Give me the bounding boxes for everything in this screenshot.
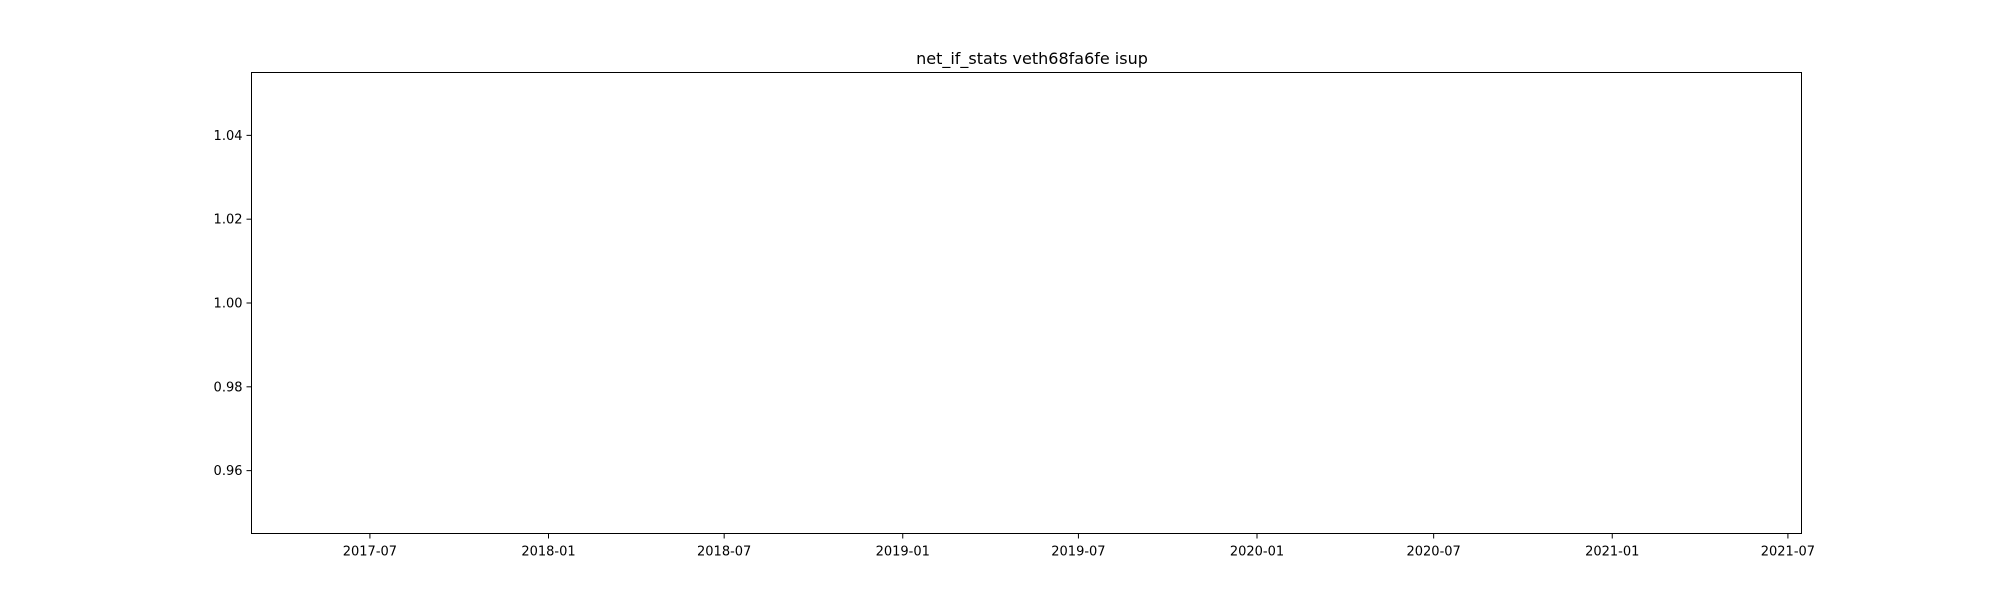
y-axis: 0.96 0.98 1.00 1.02 1.04: [214, 129, 252, 479]
x-tick-label: 2020-07: [1406, 545, 1460, 560]
x-tick-label: 2019-07: [1051, 545, 1105, 560]
x-tick-label: 2018-01: [521, 545, 575, 560]
y-tick-label: 1.04: [214, 129, 243, 144]
x-tick-label: 2018-07: [697, 545, 751, 560]
plot-area: [251, 72, 1802, 534]
x-axis: 2017-07 2018-01 2018-07 2019-01 2019-07 2020-…: [343, 533, 1815, 560]
x-tick-label: 2019-01: [876, 545, 930, 560]
x-tick-label: 2017-07: [343, 545, 397, 560]
x-tick-label: 2021-07: [1761, 545, 1815, 560]
x-tick-label: 2020-01: [1230, 545, 1284, 560]
y-tick-label: 1.02: [214, 213, 243, 228]
x-tick-label: 2021-01: [1585, 545, 1639, 560]
y-tick-label: 0.98: [214, 380, 243, 395]
chart-title: net_if_stats veth68fa6fe isup: [916, 49, 1148, 69]
y-tick-label: 0.96: [214, 464, 243, 479]
y-tick-label: 1.00: [214, 297, 243, 312]
